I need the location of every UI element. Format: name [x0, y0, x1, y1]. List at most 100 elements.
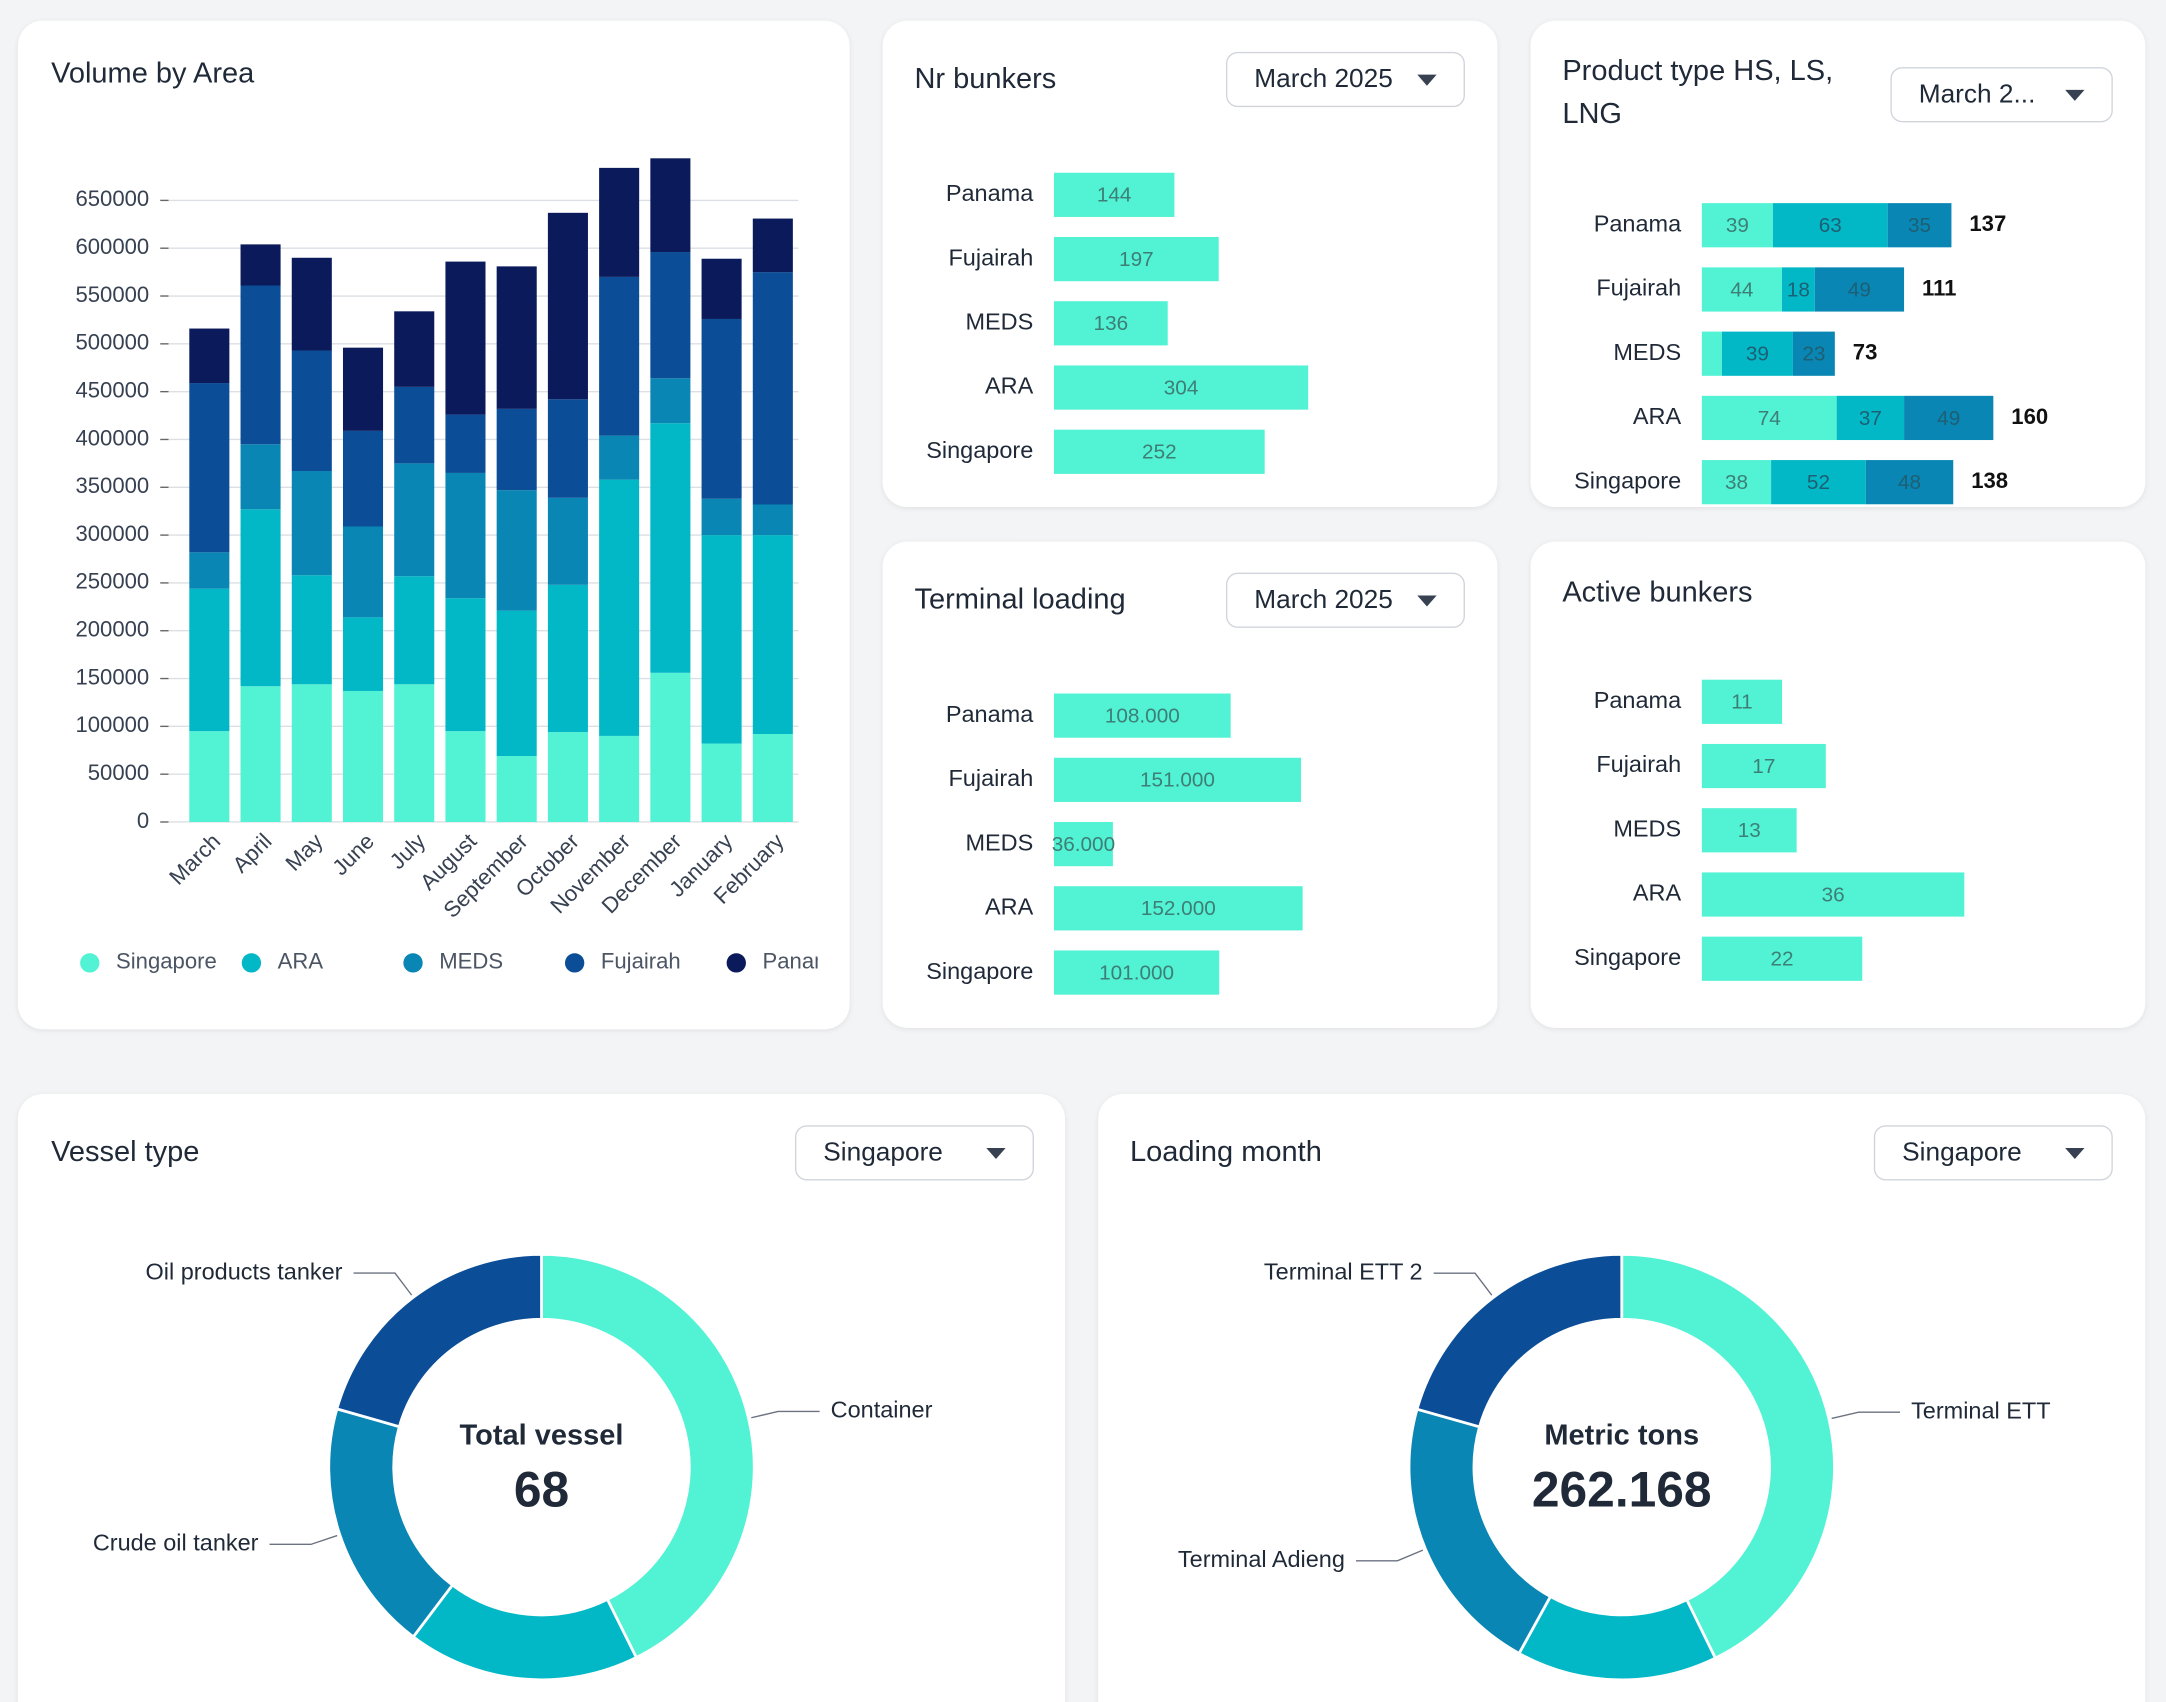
- dropdown[interactable]: Singapore: [1873, 1125, 2113, 1181]
- bar-segment: [189, 383, 230, 553]
- bar: [1053, 757, 1302, 802]
- leader-line: [1355, 1549, 1424, 1562]
- slice-label: Terminal Adieng: [1178, 1546, 1345, 1572]
- value-label: 44: [1730, 278, 1753, 301]
- center-label: Total vessel: [460, 1419, 624, 1451]
- value-label: 48: [1898, 471, 1921, 494]
- bar-segment: [189, 731, 230, 822]
- bar-segment: [599, 735, 640, 822]
- bar-segment: [291, 684, 332, 822]
- bar-segment: [701, 535, 742, 744]
- dropdown-arrow: [1417, 595, 1437, 607]
- value-label: 252: [1142, 441, 1177, 464]
- total-label: 137: [1969, 211, 2006, 236]
- bar: [1053, 886, 1303, 931]
- bar-segment: [1721, 331, 1793, 376]
- card-title: Nr bunkers: [914, 63, 1056, 95]
- value-label: 197: [1119, 248, 1154, 271]
- dropdown[interactable]: March 2025: [1225, 572, 1465, 628]
- bar-segment: [1887, 203, 1952, 248]
- card-title: Active bunkers: [1562, 577, 1752, 609]
- category-label: MEDS: [965, 309, 1033, 335]
- bar-segment: [547, 212, 588, 400]
- dropdown-box: [794, 1125, 1034, 1181]
- bar-segment: [496, 756, 537, 822]
- category-label: ARA: [985, 894, 1034, 920]
- y-tick-label: 400000: [75, 425, 149, 450]
- bar-segment: [496, 408, 537, 491]
- bar-segment: [547, 497, 588, 585]
- bar-segment: [189, 328, 230, 384]
- leader-line: [353, 1272, 413, 1296]
- leader-line: [1433, 1272, 1493, 1296]
- center-value: 262.168: [1532, 1461, 1712, 1517]
- leader-line: [751, 1410, 820, 1419]
- bar-segment: [189, 588, 230, 732]
- bar-segment: [445, 472, 486, 599]
- legend-label: Fujairah: [601, 949, 681, 974]
- bar: [1053, 429, 1265, 474]
- dropdown-arrow: [1417, 74, 1437, 86]
- dropdown[interactable]: March 2025: [1225, 51, 1465, 108]
- bar-segment: [547, 399, 588, 498]
- y-tick-label: 600000: [75, 234, 149, 259]
- bar-segment: [394, 576, 435, 685]
- bar-segment: [1701, 267, 1783, 312]
- y-tick-label: 300000: [75, 521, 149, 546]
- card: [17, 1094, 1066, 1702]
- bar-segment: [1782, 267, 1815, 312]
- bar-segment: [1771, 460, 1866, 505]
- value-label: 144: [1097, 184, 1132, 207]
- total-label: 160: [2011, 404, 2048, 429]
- y-tick-label: 650000: [75, 186, 149, 211]
- bar: [1053, 821, 1113, 867]
- bar-segment: [752, 272, 793, 505]
- slice-label: Terminal ETT: [1911, 1397, 2051, 1423]
- bar-segment: [1792, 331, 1835, 376]
- bar-segment: [650, 252, 691, 379]
- value-label: 13: [1738, 819, 1761, 842]
- bar-segment: [752, 734, 793, 822]
- category-label: Panama: [1594, 687, 1682, 713]
- dropdown-arrow: [2065, 89, 2085, 101]
- bar-segment: [1865, 460, 1954, 505]
- bar-segment: [650, 158, 691, 253]
- value-label: 136: [1094, 312, 1129, 335]
- y-tick-label: 250000: [75, 569, 149, 594]
- y-tick-label: 500000: [75, 330, 149, 355]
- category-label: Singapore: [1574, 467, 1681, 493]
- y-tick-label: 550000: [75, 282, 149, 307]
- dropdown-label: March 2...: [1919, 78, 2036, 108]
- bar-segment: [1836, 395, 1905, 441]
- bar-segment: [445, 414, 486, 473]
- card-title: Volume by Area: [51, 57, 255, 89]
- bar: [1701, 743, 1826, 789]
- bar: [1701, 808, 1797, 853]
- bar-segment: [650, 423, 691, 673]
- legend-swatch: [726, 953, 746, 973]
- bar-segment: [445, 598, 486, 732]
- bar-segment: [1701, 331, 1722, 376]
- value-label: 37: [1859, 407, 1882, 430]
- y-tick-label: 0: [137, 808, 149, 833]
- dropdown[interactable]: Singapore: [794, 1125, 1034, 1181]
- card-title: Terminal loading: [914, 584, 1125, 616]
- bar-segment: [394, 311, 435, 387]
- dropdown-box: [1873, 1125, 2113, 1181]
- category-label: ARA: [985, 373, 1034, 399]
- legend-swatch: [564, 953, 585, 973]
- card: [1098, 1094, 2146, 1702]
- y-tick-label: 450000: [75, 377, 149, 402]
- legend-label: MEDS: [439, 949, 503, 974]
- bar-segment: [394, 463, 435, 577]
- value-label: 39: [1726, 214, 1749, 237]
- dropdown-label: March 2025: [1254, 63, 1393, 93]
- y-tick-label: 350000: [75, 473, 149, 498]
- dropdown-label: Singapore: [1902, 1136, 2022, 1166]
- card-title-box: Product type HS, LS, LNG: [1562, 55, 1833, 130]
- legend-label: Singapore: [116, 949, 217, 974]
- dropdown[interactable]: March 2...: [1890, 67, 2113, 123]
- bar: [1053, 301, 1168, 346]
- legend-swatch: [241, 953, 262, 973]
